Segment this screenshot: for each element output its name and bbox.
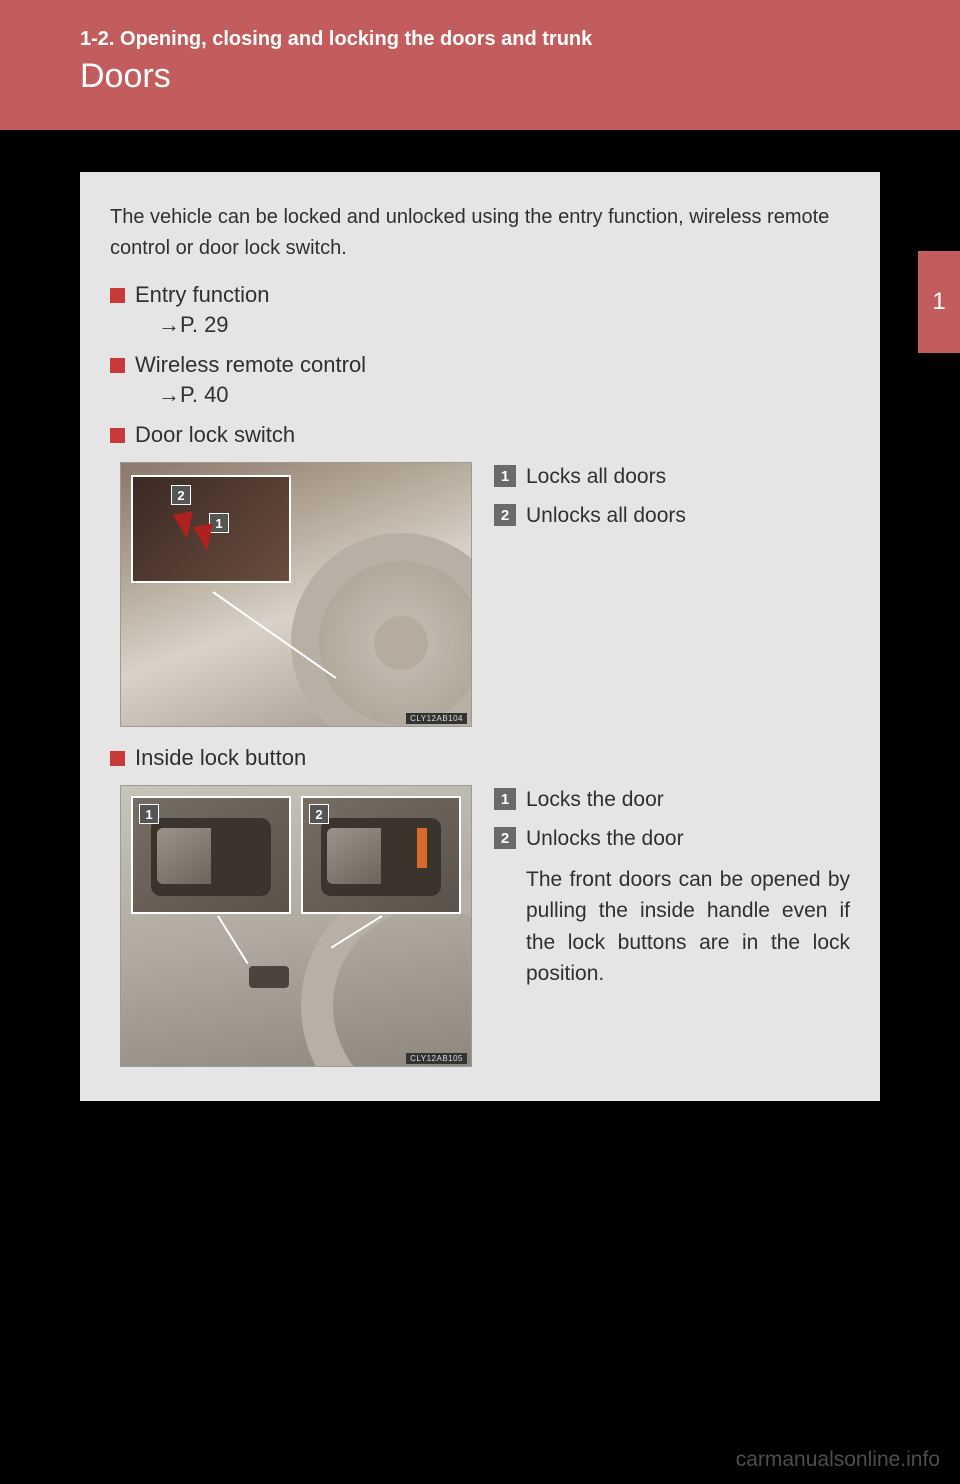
callout-badge-2: 2 [171,485,191,505]
handle-lever [327,828,381,884]
feature-label: Door lock switch [135,422,295,448]
bullet-square-icon [110,428,125,443]
callout-text: Locks the door [526,785,664,814]
illustration-row-b: 1 2 CLY12AB105 1 Locks the door [120,785,850,1067]
brand-badge-icon [381,629,421,657]
handle-lever [157,828,211,884]
feature-title-inside-lock: Inside lock button [110,745,850,771]
feature-title-door-lock: Door lock switch [110,422,850,448]
callout-item: 1 Locks all doors [494,462,850,491]
feature-title-wireless: Wireless remote control [110,352,850,378]
number-badge: 1 [494,465,516,487]
callout-item: 2 Unlocks the door [494,824,850,853]
bullet-square-icon [110,288,125,303]
page-header: 1-2. Opening, closing and locking the do… [0,0,960,130]
callout-text: Locks all doors [526,462,666,491]
page-ref-wireless: →P. 40 [158,382,850,408]
feature-inside-lock: Inside lock button 1 2 [110,745,850,1067]
callout-list-a: 1 Locks all doors 2 Unlocks all doors [494,462,850,727]
section-label: 1-2. Opening, closing and locking the do… [80,28,880,51]
red-arrow-icon [193,523,217,552]
feature-label: Entry function [135,282,270,308]
callout-badge-1: 1 [139,804,159,824]
door-handle-locked: 1 [131,796,291,914]
door-lock-switch-illustration: 2 1 CLY12AB104 [120,462,472,727]
feature-title-entry: Entry function [110,282,850,308]
callout-item: 2 Unlocks all doors [494,501,850,530]
feature-label: Wireless remote control [135,352,366,378]
callout-text: Unlocks all doors [526,501,686,530]
feature-door-lock-switch: Door lock switch 2 1 CLY12AB104 1 Locks … [110,422,850,727]
arrow-right-icon: → [158,382,180,407]
page-title: Doors [80,57,880,96]
page-ref-text: P. 29 [180,312,229,337]
illustration-code: CLY12AB104 [406,713,467,724]
feature-wireless: Wireless remote control →P. 40 [110,352,850,408]
door-handle-unlocked: 2 [301,796,461,914]
chapter-tab-label: 1 [932,288,945,316]
illustration-row-a: 2 1 CLY12AB104 1 Locks all doors 2 Unloc… [120,462,850,727]
callout-text: Unlocks the door [526,824,684,853]
number-badge: 2 [494,827,516,849]
illustration-code: CLY12AB105 [406,1053,467,1064]
chapter-tab: 1 [918,251,960,353]
page-ref-entry: →P. 29 [158,312,850,338]
feature-label: Inside lock button [135,745,306,771]
unlock-indicator [417,828,427,868]
callout-item: 1 Locks the door [494,785,850,814]
illustration-inset: 2 1 [131,475,291,583]
feature-entry: Entry function →P. 29 [110,282,850,338]
intro-text: The vehicle can be locked and unlocked u… [110,202,850,264]
content-panel: The vehicle can be locked and unlocked u… [80,172,880,1101]
inside-lock-illustration: 1 2 CLY12AB105 [120,785,472,1067]
number-badge: 1 [494,788,516,810]
page-ref-text: P. 40 [180,382,229,407]
callout-note: The front doors can be opened by pulling… [526,864,850,990]
armrest-button [249,966,289,988]
bullet-square-icon [110,751,125,766]
callout-badge-2: 2 [309,804,329,824]
arrow-right-icon: → [158,312,180,337]
watermark: carmanualsonline.info [736,1448,940,1472]
number-badge: 2 [494,504,516,526]
bullet-square-icon [110,358,125,373]
callout-list-b: 1 Locks the door 2 Unlocks the door The … [494,785,850,1067]
